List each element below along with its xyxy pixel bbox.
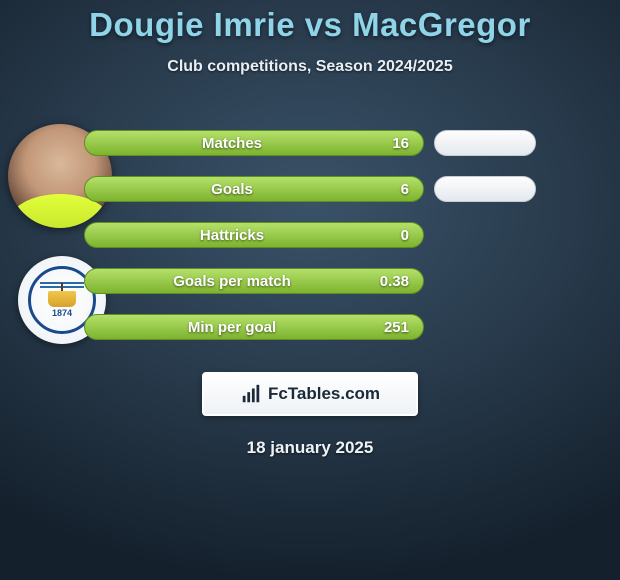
stat-pill-left: Matches 16 xyxy=(84,130,424,156)
stat-pill-left: Hattricks 0 xyxy=(84,222,424,248)
stat-pill-right xyxy=(434,130,536,156)
site-badge: FcTables.com xyxy=(202,372,418,416)
stat-row: Hattricks 0 xyxy=(0,212,620,258)
stat-pill-left: Goals per match 0.38 xyxy=(84,268,424,294)
stat-value-left: 0.38 xyxy=(365,273,409,290)
stat-pill-left: Min per goal 251 xyxy=(84,314,424,340)
stat-row: Goals 6 xyxy=(0,166,620,212)
site-label: FcTables.com xyxy=(268,384,380,404)
page-title: Dougie Imrie vs MacGregor xyxy=(0,6,620,44)
stat-value-left: 0 xyxy=(365,227,409,244)
stat-value-left: 16 xyxy=(365,135,409,152)
subtitle: Club competitions, Season 2024/2025 xyxy=(0,58,620,76)
stat-label: Goals xyxy=(99,181,365,198)
stat-row: Min per goal 251 xyxy=(0,304,620,350)
stat-value-left: 6 xyxy=(365,181,409,198)
stat-label: Matches xyxy=(99,135,365,152)
stats-rows: Matches 16 Goals 6 Hattricks 0 xyxy=(0,120,620,350)
stat-pill-left: Goals 6 xyxy=(84,176,424,202)
bar-chart-icon xyxy=(240,383,262,405)
stat-row: Goals per match 0.38 xyxy=(0,258,620,304)
stat-label: Goals per match xyxy=(99,273,365,290)
stat-row: Matches 16 xyxy=(0,120,620,166)
stat-label: Hattricks xyxy=(99,227,365,244)
date-label: 18 january 2025 xyxy=(0,438,620,458)
stat-value-left: 251 xyxy=(365,319,409,336)
stat-pill-right xyxy=(434,176,536,202)
stat-label: Min per goal xyxy=(99,319,365,336)
content-root: Dougie Imrie vs MacGregor Club competiti… xyxy=(0,0,620,580)
